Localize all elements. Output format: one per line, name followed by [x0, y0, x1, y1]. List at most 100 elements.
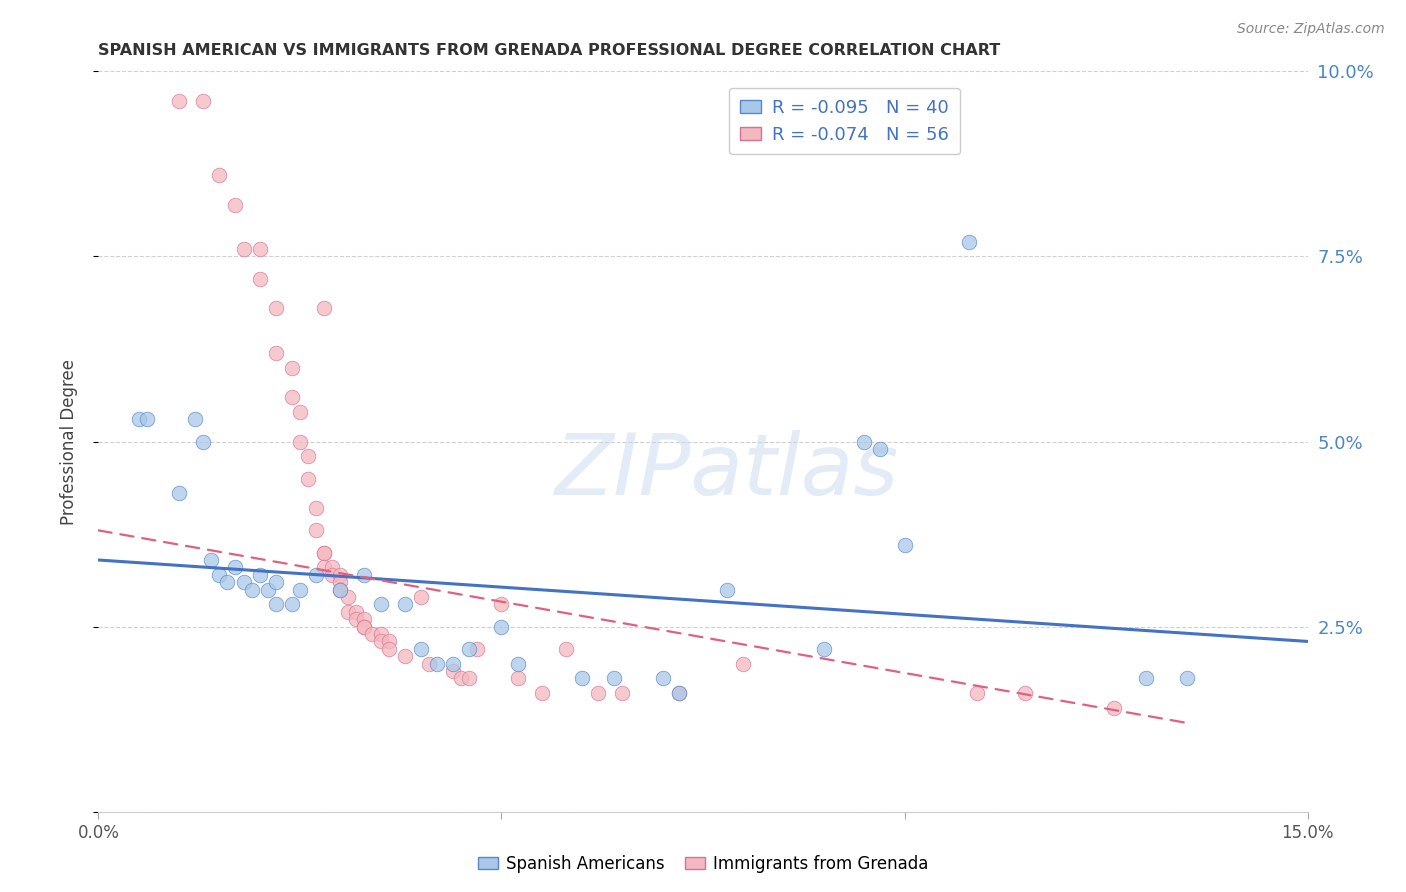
Point [224, 197, 246, 211]
Point [426, 657, 449, 671]
Point [394, 649, 416, 664]
Point [370, 627, 392, 641]
Point [1135, 672, 1157, 686]
Point [314, 545, 336, 560]
Point [314, 301, 336, 316]
Point [465, 641, 488, 656]
Point [353, 567, 375, 582]
Point [716, 582, 738, 597]
Point [329, 582, 352, 597]
Point [167, 486, 190, 500]
Point [353, 619, 375, 633]
Point [409, 590, 432, 604]
Point [603, 672, 626, 686]
Point [813, 641, 835, 656]
Point [281, 598, 304, 612]
Point [869, 442, 891, 456]
Point [586, 686, 609, 700]
Point [167, 94, 190, 108]
Point [377, 641, 399, 656]
Point [361, 627, 384, 641]
Point [370, 598, 392, 612]
Point [853, 434, 876, 449]
Point [224, 560, 246, 574]
Point [321, 567, 343, 582]
Point [217, 575, 239, 590]
Point [441, 657, 464, 671]
Point [418, 657, 440, 671]
Point [733, 657, 755, 671]
Point [128, 412, 150, 426]
Point [240, 582, 263, 597]
Text: Source: ZipAtlas.com: Source: ZipAtlas.com [1237, 22, 1385, 37]
Text: SPANISH AMERICAN VS IMMIGRANTS FROM GRENADA PROFESSIONAL DEGREE CORRELATION CHAR: SPANISH AMERICAN VS IMMIGRANTS FROM GREN… [98, 43, 1001, 58]
Point [314, 545, 336, 560]
Point [200, 553, 222, 567]
Legend: Spanish Americans, Immigrants from Grenada: Spanish Americans, Immigrants from Grena… [471, 848, 935, 880]
Point [232, 575, 254, 590]
Point [256, 582, 278, 597]
Point [264, 345, 287, 359]
Point [353, 619, 375, 633]
Point [344, 612, 367, 626]
Point [249, 271, 271, 285]
Point [135, 412, 157, 426]
Point [612, 686, 634, 700]
Point [193, 434, 215, 449]
Point [337, 590, 360, 604]
Point [651, 672, 673, 686]
Point [297, 450, 319, 464]
Point [281, 360, 304, 375]
Point [957, 235, 980, 249]
Point [370, 634, 392, 648]
Point [288, 434, 311, 449]
Point [458, 672, 481, 686]
Point [1175, 672, 1198, 686]
Point [344, 605, 367, 619]
Point [314, 560, 336, 574]
Point [184, 412, 207, 426]
Point [668, 686, 690, 700]
Point [208, 168, 231, 182]
Point [305, 501, 328, 516]
Point [571, 672, 593, 686]
Point [491, 598, 513, 612]
Point [297, 472, 319, 486]
Point [305, 567, 328, 582]
Point [249, 567, 271, 582]
Text: ZIPatlas: ZIPatlas [555, 430, 900, 513]
Point [337, 605, 360, 619]
Point [288, 582, 311, 597]
Point [450, 672, 472, 686]
Legend: R = -0.095   N = 40, R = -0.074   N = 56: R = -0.095 N = 40, R = -0.074 N = 56 [728, 87, 960, 154]
Point [506, 672, 529, 686]
Point [966, 686, 988, 700]
Point [249, 242, 271, 256]
Point [458, 641, 481, 656]
Point [530, 686, 553, 700]
Point [491, 619, 513, 633]
Point [394, 598, 416, 612]
Point [668, 686, 690, 700]
Point [506, 657, 529, 671]
Point [305, 524, 328, 538]
Point [329, 567, 352, 582]
Point [264, 575, 287, 590]
Point [232, 242, 254, 256]
Point [281, 390, 304, 404]
Point [409, 641, 432, 656]
Point [264, 301, 287, 316]
Point [893, 538, 915, 552]
Point [329, 582, 352, 597]
Point [555, 641, 578, 656]
Point [193, 94, 215, 108]
Point [1102, 701, 1125, 715]
Point [377, 634, 399, 648]
Point [288, 405, 311, 419]
Point [329, 575, 352, 590]
Point [1014, 686, 1036, 700]
Point [353, 612, 375, 626]
Point [208, 567, 231, 582]
Point [321, 560, 343, 574]
Y-axis label: Professional Degree: Professional Degree [59, 359, 77, 524]
